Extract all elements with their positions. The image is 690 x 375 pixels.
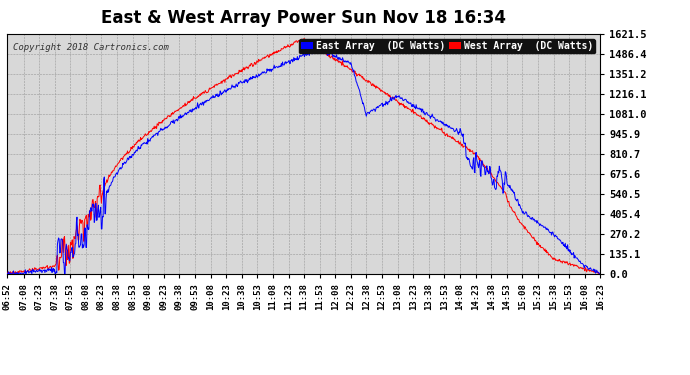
Legend: East Array  (DC Watts), West Array  (DC Watts): East Array (DC Watts), West Array (DC Wa… xyxy=(299,39,595,54)
Text: East & West Array Power Sun Nov 18 16:34: East & West Array Power Sun Nov 18 16:34 xyxy=(101,9,506,27)
Text: Copyright 2018 Cartronics.com: Copyright 2018 Cartronics.com xyxy=(13,44,169,52)
